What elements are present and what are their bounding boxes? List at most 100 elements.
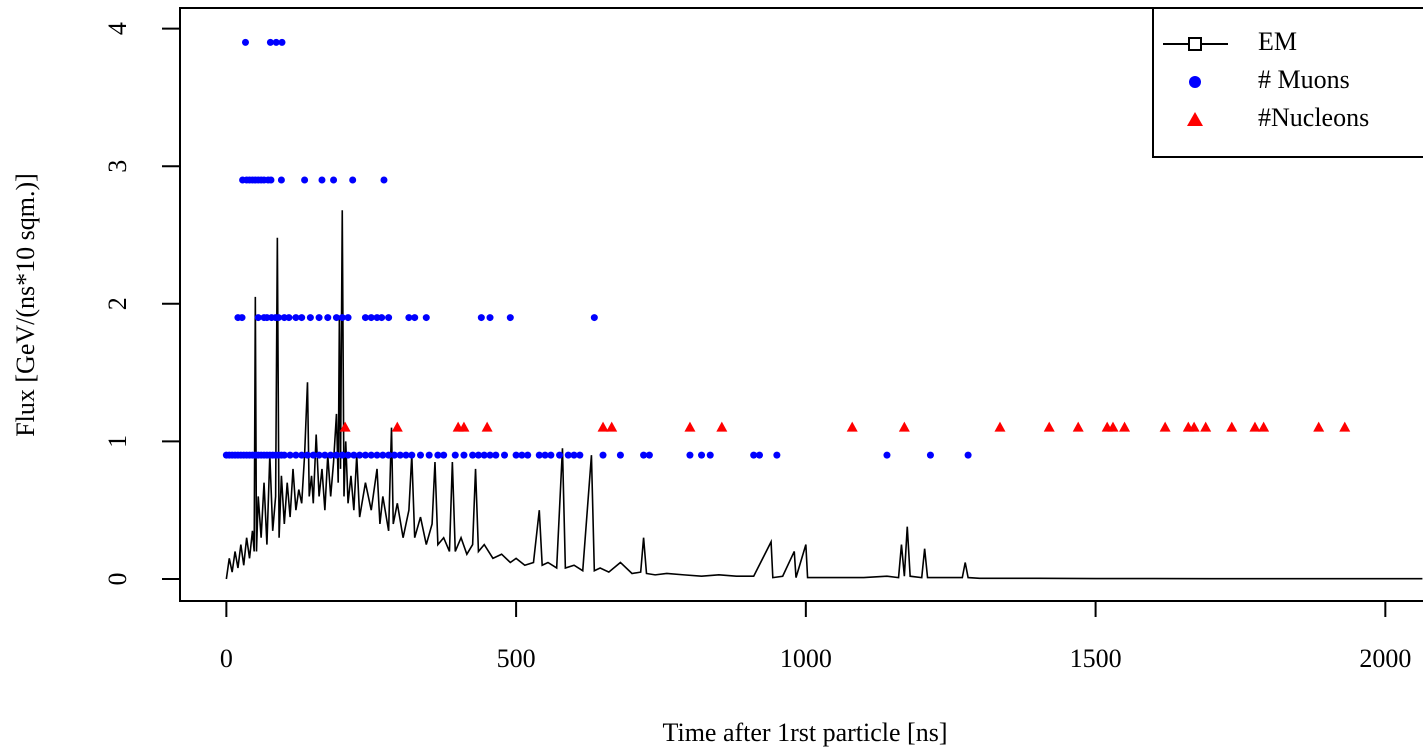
nucleon-point: [846, 421, 858, 432]
x-axis-label: Time after 1rst particle [ns]: [663, 718, 948, 747]
nucleon-point: [606, 421, 618, 432]
nucleon-point: [1339, 421, 1351, 432]
muon-point: [773, 451, 781, 459]
muon-point: [883, 451, 891, 459]
muon-point: [755, 451, 763, 459]
y-tick-label: 3: [103, 160, 132, 173]
muon-point: [570, 451, 578, 459]
muon-point: [750, 451, 758, 459]
muon-point: [275, 314, 283, 322]
nucleon-point: [1258, 421, 1270, 432]
nucleon-point: [339, 421, 351, 432]
muon-point: [298, 314, 306, 322]
muon-point: [367, 451, 375, 459]
muon-point: [396, 451, 404, 459]
muon-point: [477, 314, 485, 322]
muon-point: [556, 451, 564, 459]
nucleon-point: [1119, 421, 1131, 432]
muon-point: [686, 451, 694, 459]
muon-point: [616, 451, 624, 459]
muon-point: [524, 451, 532, 459]
x-tick-label: 500: [497, 644, 536, 673]
muon-point: [238, 314, 246, 322]
muon-point: [338, 314, 346, 322]
muon-point: [385, 451, 393, 459]
nucleon-point: [391, 421, 403, 432]
nucleon-point: [898, 421, 910, 432]
y-tick-label: 1: [103, 435, 132, 448]
muon-point: [492, 451, 500, 459]
muon-point: [599, 451, 607, 459]
muon-point: [344, 314, 352, 322]
nucleon-point: [1107, 421, 1119, 432]
nucleon-point: [1159, 421, 1171, 432]
muon-point: [474, 451, 482, 459]
nucleon-point: [1072, 421, 1084, 432]
muon-point: [501, 451, 509, 459]
muon-point: [390, 451, 398, 459]
legend-square: [1188, 37, 1202, 51]
muon-point: [292, 451, 300, 459]
muon-point: [278, 38, 286, 46]
legend-triangle: [1187, 112, 1203, 126]
y-tick-label: 4: [103, 22, 132, 35]
nucleon-point: [1188, 421, 1200, 432]
muon-point: [378, 314, 386, 322]
muon-point: [480, 451, 488, 459]
muon-point: [506, 314, 514, 322]
muon-point: [332, 451, 340, 459]
muon-point: [547, 451, 555, 459]
nucleon-point: [597, 421, 609, 432]
muon-point: [298, 451, 306, 459]
nucleon-point: [458, 421, 470, 432]
muon-point: [309, 451, 317, 459]
x-tick-label: 1500: [1070, 644, 1122, 673]
muon-point: [292, 314, 300, 322]
muon-point: [306, 314, 314, 322]
legend-label: # Muons: [1258, 65, 1350, 94]
muon-point: [254, 314, 262, 322]
muon-point: [272, 38, 280, 46]
muon-point: [486, 451, 494, 459]
legend-label: EM: [1258, 27, 1297, 56]
muon-point: [541, 451, 549, 459]
muon-point: [338, 451, 346, 459]
muon-point: [315, 451, 323, 459]
muon-point: [301, 176, 309, 184]
muon-point: [356, 451, 364, 459]
muon-point: [926, 451, 934, 459]
y-tick-label: 0: [103, 572, 132, 585]
muon-point: [576, 451, 584, 459]
muon-point: [361, 451, 369, 459]
muon-point: [416, 451, 424, 459]
muon-point: [698, 451, 706, 459]
muon-point: [373, 451, 381, 459]
muon-point: [405, 314, 413, 322]
muon-point: [303, 451, 311, 459]
muon-point: [344, 451, 352, 459]
x-tick-label: 0: [220, 644, 233, 673]
muon-point: [469, 451, 477, 459]
muon-point: [402, 451, 410, 459]
muon-point: [327, 451, 335, 459]
nucleon-point: [1249, 421, 1261, 432]
muon-point: [422, 314, 430, 322]
muon-point: [425, 451, 433, 459]
muon-point: [285, 314, 293, 322]
muon-point: [411, 314, 419, 322]
muon-point: [277, 176, 285, 184]
muon-point: [518, 451, 526, 459]
muon-point: [590, 314, 598, 322]
muon-point: [280, 451, 288, 459]
muon-point: [266, 38, 274, 46]
nucleon-point: [1226, 421, 1238, 432]
muon-point: [332, 314, 340, 322]
muon-point: [964, 451, 972, 459]
muon-point: [564, 451, 572, 459]
muon-point: [321, 451, 329, 459]
muon-point: [324, 314, 332, 322]
muon-point: [330, 176, 338, 184]
legend-label: #Nucleons: [1258, 103, 1369, 132]
muon-point: [486, 314, 494, 322]
muon-point: [385, 314, 393, 322]
